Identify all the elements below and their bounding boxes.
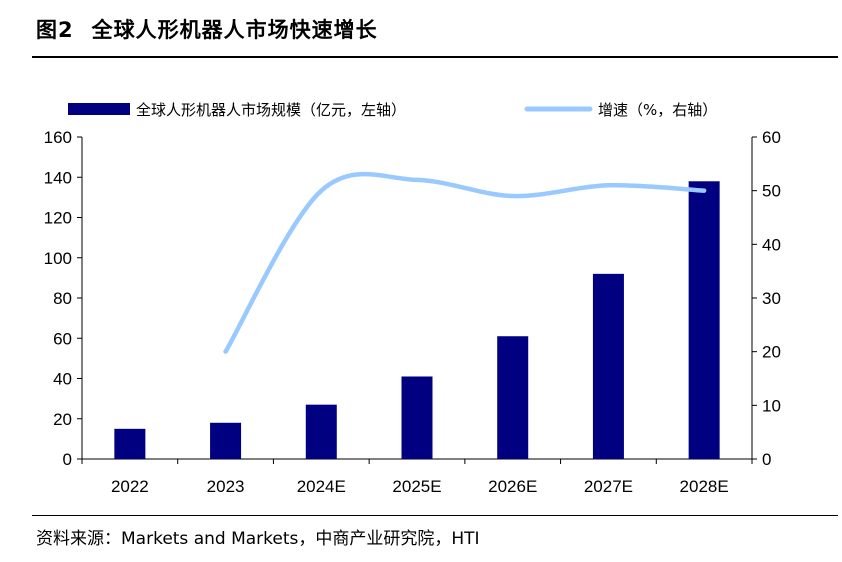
y-right-tick-label: 60 <box>762 128 781 147</box>
y-right-tick-label: 20 <box>762 343 781 362</box>
y-right-tick-label: 50 <box>762 182 781 201</box>
y-left-tick-label: 140 <box>44 168 72 187</box>
y-left-tick-label: 0 <box>63 450 72 469</box>
x-tick-label: 2028E <box>680 477 729 496</box>
source-divider <box>32 515 838 516</box>
y-right-tick-label: 40 <box>762 235 781 254</box>
x-tick-label: 2026E <box>488 477 537 496</box>
x-tick-label: 2023 <box>207 477 245 496</box>
figure-title: 图2 全球人形机器人市场快速增长 <box>36 14 378 44</box>
x-tick-label: 2024E <box>297 477 346 496</box>
legend: 全球人形机器人市场规模（亿元，左轴） 增速（%，右轴） <box>68 101 717 119</box>
y-left-tick-label: 40 <box>53 370 72 389</box>
bar <box>401 376 433 459</box>
bar <box>114 428 146 459</box>
growth-line <box>223 171 707 354</box>
y-right-tick-label: 30 <box>762 289 781 308</box>
line-series <box>223 171 707 354</box>
y-left-tick-label: 120 <box>44 209 72 228</box>
title-divider <box>32 56 838 58</box>
figure-title-text: 全球人形机器人市场快速增长 <box>91 18 378 42</box>
bar <box>688 181 720 459</box>
bar <box>497 336 529 459</box>
x-tick-label: 2025E <box>392 477 441 496</box>
y-left-tick-label: 60 <box>53 329 72 348</box>
bar <box>592 273 624 459</box>
legend-bar-swatch <box>68 103 130 115</box>
source-note: 资料来源：Markets and Markets，中商产业研究院，HTI <box>36 529 480 549</box>
figure-number: 图2 <box>36 18 74 42</box>
y-left-tick-label: 160 <box>44 128 72 147</box>
y-left-tick-label: 100 <box>44 249 72 268</box>
legend-line-label: 增速（%，右轴） <box>598 101 717 119</box>
x-tick-label: 2027E <box>584 477 633 496</box>
bar-series <box>114 181 720 459</box>
y-left-tick-label: 20 <box>53 410 72 429</box>
x-tick-label: 2022 <box>111 477 149 496</box>
bar <box>210 422 242 459</box>
y-right-tick-label: 0 <box>762 450 771 469</box>
legend-bar-label: 全球人形机器人市场规模（亿元，左轴） <box>136 101 406 119</box>
y-left-tick-label: 80 <box>53 289 72 308</box>
y-right-tick-label: 10 <box>762 396 781 415</box>
bar <box>305 404 337 459</box>
axes: 0 20 40 60 80 100 120 140 160 0 10 20 30 40 50 60 2022 20… <box>44 128 781 496</box>
